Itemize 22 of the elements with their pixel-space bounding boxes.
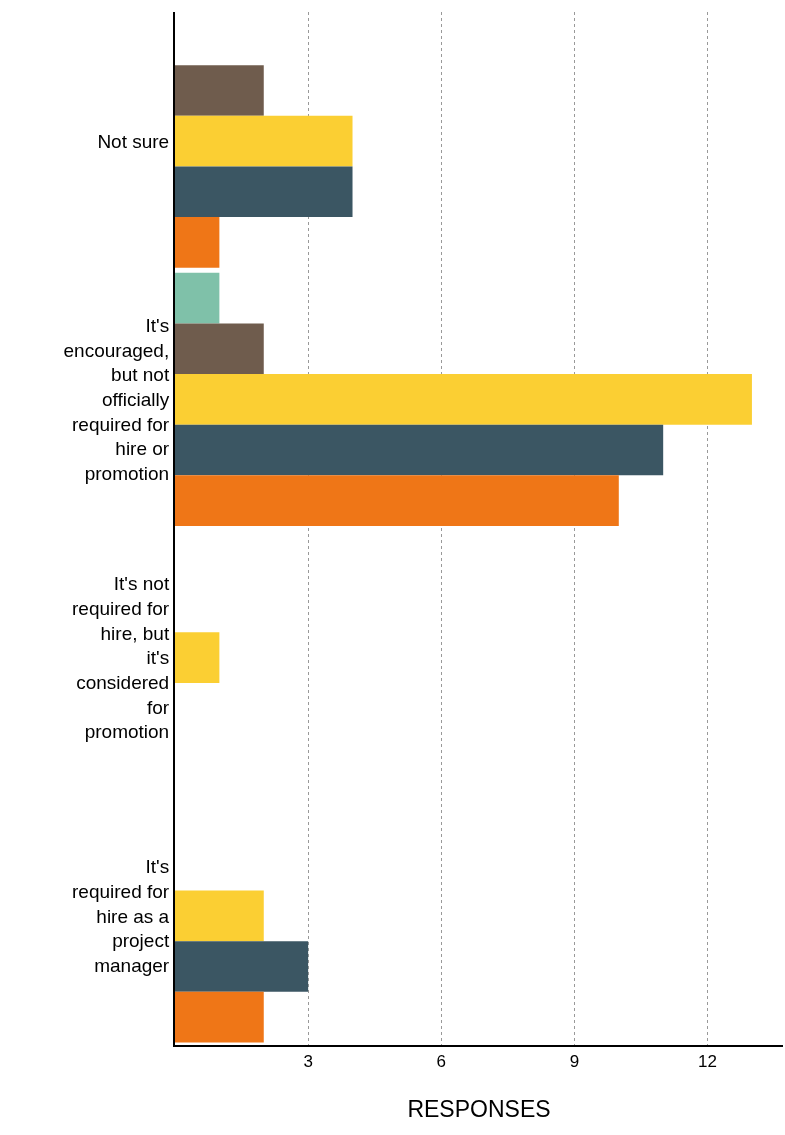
y-tick-label: It's not required for hire, but it's considered for promotion <box>72 573 170 743</box>
bar <box>175 217 220 268</box>
bar <box>175 323 264 375</box>
bar <box>175 632 220 683</box>
x-tick-label: 6 <box>436 1052 447 1072</box>
bar <box>175 941 309 992</box>
y-tick-label: Not sure <box>97 130 170 152</box>
x-tick-label: 3 <box>303 1052 313 1072</box>
bar <box>175 65 264 116</box>
x-tick-label: 9 <box>569 1052 580 1072</box>
x-axis-title: RESPONSES <box>407 1095 551 1122</box>
bar <box>175 475 619 526</box>
bar <box>175 424 664 476</box>
bar <box>175 991 264 1043</box>
bar <box>175 374 752 425</box>
bar <box>175 115 353 167</box>
bar <box>175 166 353 218</box>
y-tick-label: It's encouraged, but not officially required for hire or promotion <box>63 314 170 485</box>
bar <box>175 272 220 324</box>
bar <box>175 890 264 942</box>
y-tick-label: It's required for hire as a project manager <box>72 856 170 976</box>
x-tick-label: 12 <box>698 1052 718 1072</box>
